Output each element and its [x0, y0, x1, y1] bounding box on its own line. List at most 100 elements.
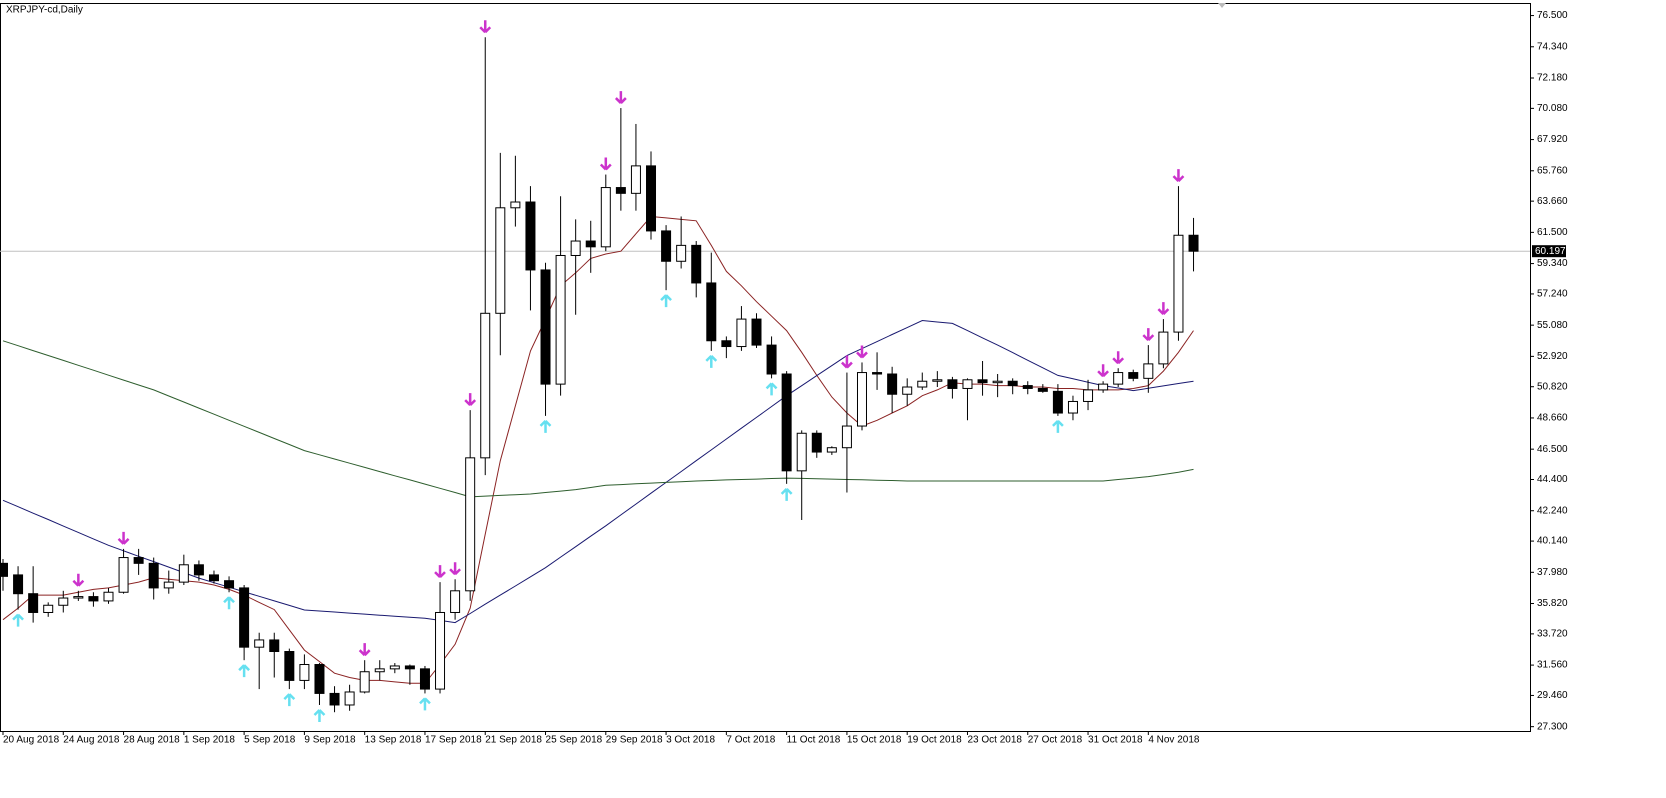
candle-body — [525, 201, 536, 271]
x-tick-label: 19 Oct 2018 — [907, 735, 962, 746]
x-tick-label: 23 Oct 2018 — [967, 735, 1022, 746]
y-tick-label: 27.300 — [1537, 721, 1568, 732]
candle-body — [404, 665, 415, 670]
candle-body — [28, 593, 39, 613]
y-tick-label: 31.560 — [1537, 660, 1568, 671]
candle-body — [344, 691, 355, 706]
y-tick-label: 33.720 — [1537, 629, 1568, 640]
candle-body — [1052, 390, 1063, 414]
y-tick-label: 59.340 — [1537, 258, 1568, 269]
signal-up — [660, 294, 672, 308]
candle-body — [103, 591, 114, 602]
candle-body — [208, 574, 219, 582]
y-tick-label: 74.340 — [1537, 41, 1568, 52]
candle-body — [1158, 331, 1169, 365]
candle-body — [992, 380, 1003, 384]
y-tick-label: 55.080 — [1537, 320, 1568, 331]
candle-body — [43, 604, 54, 613]
candle-body — [450, 590, 461, 613]
candle-body — [435, 611, 446, 690]
x-tick-label: 13 Sep 2018 — [365, 735, 422, 746]
y-tick-label: 42.240 — [1537, 505, 1568, 516]
x-tick-label: 27 Oct 2018 — [1028, 735, 1083, 746]
candle-body — [254, 639, 265, 648]
last-price-box — [1532, 245, 1566, 258]
candle-body — [856, 372, 867, 427]
y-tick-label: 46.500 — [1537, 444, 1568, 455]
signal-down — [434, 565, 446, 579]
shift-marker — [1218, 3, 1226, 8]
candle-body — [811, 432, 822, 453]
y-tick-label: 29.460 — [1537, 690, 1568, 701]
candle-body — [88, 596, 99, 602]
y-tick-label: 63.660 — [1537, 196, 1568, 207]
y-tick-label: 44.400 — [1537, 474, 1568, 485]
y-tick-label: 35.820 — [1537, 598, 1568, 609]
signal-down — [1112, 351, 1125, 365]
y-tick-label: 50.820 — [1537, 381, 1568, 392]
signal-up — [313, 709, 326, 722]
moving-average — [2, 319, 1194, 624]
candle-body — [239, 587, 250, 648]
y-tick-label: 67.920 — [1537, 134, 1568, 145]
candle-body — [359, 671, 370, 693]
candle-body — [329, 692, 340, 706]
moving-average — [2, 340, 1194, 498]
candle-body — [630, 165, 641, 194]
x-tick-label: 3 Oct 2018 — [666, 735, 715, 746]
candle-body — [540, 269, 551, 385]
candle-body — [510, 201, 521, 209]
candle-body — [706, 282, 717, 342]
x-tick-label: 4 Nov 2018 — [1148, 735, 1200, 746]
candle-body — [1188, 234, 1199, 252]
signal-down — [841, 355, 853, 369]
candle-body — [826, 447, 837, 453]
candle-body — [13, 574, 24, 595]
signal-down — [449, 562, 461, 576]
y-tick-label: 40.140 — [1537, 536, 1568, 547]
x-tick-label: 15 Oct 2018 — [847, 735, 902, 746]
candle-body — [118, 557, 129, 593]
signal-down — [1172, 169, 1185, 182]
candle-body — [495, 207, 506, 314]
signal-up — [539, 420, 552, 433]
candle-body — [600, 187, 611, 248]
y-tick-label: 48.660 — [1537, 413, 1568, 424]
candle-body — [646, 165, 657, 232]
signal-up — [419, 697, 431, 711]
candle-body — [1022, 385, 1033, 389]
y-tick-label: 37.980 — [1537, 567, 1568, 578]
y-tick-label: 70.080 — [1537, 103, 1568, 114]
x-tick-label: 21 Sep 2018 — [485, 735, 542, 746]
candle-body — [465, 457, 476, 592]
candle-body — [224, 580, 235, 589]
x-tick-label: 5 Sep 2018 — [244, 735, 296, 746]
x-tick-label: 1 Sep 2018 — [184, 735, 236, 746]
candle-body — [841, 425, 852, 449]
candle-body — [163, 581, 174, 589]
candle-body — [917, 380, 928, 388]
candle-body — [193, 564, 204, 576]
candle-body — [269, 639, 280, 653]
x-tick-label: 7 Oct 2018 — [726, 735, 775, 746]
signal-up — [283, 693, 296, 707]
candle-body — [691, 244, 702, 284]
candle-body — [299, 664, 310, 681]
candle-body — [58, 597, 69, 606]
signal-down — [117, 531, 130, 545]
x-tick-label: 9 Sep 2018 — [304, 735, 356, 746]
x-tick-label: 17 Sep 2018 — [425, 735, 482, 746]
signal-up — [705, 354, 718, 368]
candle-body — [1098, 383, 1109, 391]
y-tick-label: 76.500 — [1537, 10, 1568, 21]
signal-down — [72, 573, 85, 587]
candle-body — [570, 240, 581, 256]
candle-body — [1143, 363, 1154, 379]
candle-body — [1037, 387, 1048, 392]
candle-body — [555, 254, 566, 385]
candle-body — [872, 372, 883, 375]
signal-down — [599, 157, 612, 171]
candle-body — [419, 668, 430, 690]
signal-down — [614, 91, 627, 104]
